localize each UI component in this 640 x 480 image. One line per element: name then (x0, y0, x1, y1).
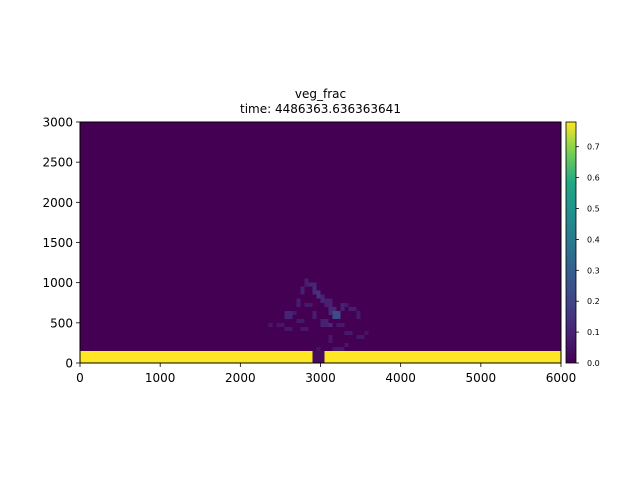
heatmap-cells (80, 278, 561, 363)
heatmap-cell (328, 334, 333, 343)
heatmap-cell (284, 326, 293, 331)
heatmap-cell (296, 298, 301, 307)
heatmap-cell (276, 322, 285, 327)
heatmap-cell (296, 318, 305, 323)
y-tick-label: 0 (65, 357, 73, 371)
colorbar-tick-label: 0.3 (587, 266, 600, 275)
heatmap-cell (356, 334, 365, 339)
heatmap-cell (356, 310, 361, 319)
heatmap-cell (316, 346, 321, 351)
colorbar-tick-label: 0.2 (587, 297, 600, 306)
x-tick-label: 1000 (145, 371, 176, 385)
colorbar-tick-label: 0.0 (587, 359, 600, 368)
heatmap-cell (332, 346, 345, 351)
x-axis: 0 1000 2000 3000 4000 5000 6000 (76, 363, 576, 385)
heatmap-cell (284, 310, 293, 319)
chart-subtitle: time: 4486363.636363641 (240, 102, 401, 116)
chart-title: veg_frac (295, 87, 346, 101)
heatmap-cell (344, 302, 349, 307)
heatmap-cell (364, 330, 369, 335)
heatmap-cell (324, 298, 333, 307)
colorbar-tick-label: 0.4 (587, 235, 600, 244)
x-tick-label: 5000 (466, 371, 497, 385)
heatmap-cell (300, 326, 309, 331)
colorbar-tick-label: 0.5 (587, 205, 600, 214)
y-tick-label: 1000 (42, 276, 73, 290)
y-tick-label: 3000 (42, 116, 73, 130)
colorbar-tick-label: 0.7 (587, 143, 600, 152)
heatmap-cell (340, 302, 345, 311)
x-tick-label: 0 (76, 371, 84, 385)
colorbar-tick-label: 0.6 (587, 174, 600, 183)
heatmap-cell (268, 322, 273, 327)
x-tick-label: 3000 (305, 371, 336, 385)
heatmap-cell (348, 306, 357, 311)
heatmap-cell (312, 286, 317, 295)
heatmap-cell (304, 278, 309, 287)
y-tick-label: 1500 (42, 236, 73, 250)
heatmap-cell (316, 290, 321, 299)
colorbar (565, 121, 577, 364)
y-tick-label: 500 (50, 316, 73, 330)
heatmap-cell (80, 350, 313, 363)
colorbar-tick-label: 0.1 (587, 328, 600, 337)
heatmap-cell (312, 310, 317, 319)
y-tick-label: 2500 (42, 156, 73, 170)
heatmap-cell (336, 322, 345, 327)
x-tick-label: 2000 (225, 371, 256, 385)
heatmap-cell (320, 318, 329, 327)
y-tick-label: 2000 (42, 196, 73, 210)
heatmap-cell (312, 350, 325, 363)
x-tick-label: 4000 (385, 371, 416, 385)
heatmap-cell (308, 282, 317, 287)
x-tick-label: 6000 (546, 371, 577, 385)
heatmap-cell (300, 286, 305, 295)
heatmap-cell (320, 294, 325, 303)
heatmap-cell (328, 322, 333, 327)
heatmap-cell (344, 330, 353, 335)
heatmap-cell (292, 310, 297, 315)
colorbar-axis: 0.0 0.1 0.2 0.3 0.4 0.5 0.6 0.7 (576, 143, 600, 368)
y-axis: 0 500 1000 1500 2000 2500 3000 (42, 116, 80, 371)
heatmap-cell (344, 342, 349, 347)
heatmap-cell (304, 302, 313, 307)
heatmap-cell (332, 310, 341, 319)
heatmap-cell (324, 350, 561, 363)
